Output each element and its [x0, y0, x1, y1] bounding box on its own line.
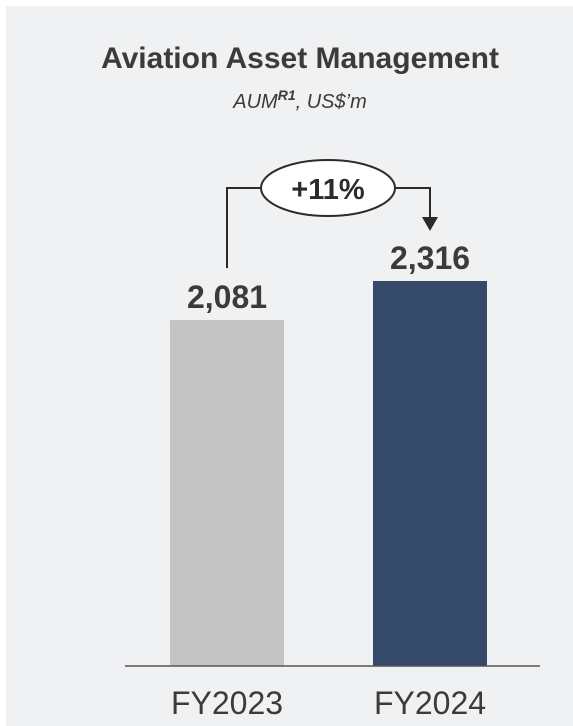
subtitle-text: AUM: [232, 91, 278, 113]
bars-group: 2,081 FY2023 2,316 FY2024: [170, 240, 487, 721]
growth-annotation: +11%: [226, 159, 438, 269]
chart-title: Aviation Asset Management: [101, 42, 499, 75]
category-label-fy2024: FY2024: [374, 685, 486, 721]
category-label-fy2023: FY2023: [171, 685, 283, 721]
bar-fy2023: [170, 320, 284, 666]
value-label-fy2024: 2,316: [390, 240, 470, 276]
chart-subtitle: AUMR1, US$’m: [232, 87, 366, 113]
subtitle-superscript: R1: [278, 87, 296, 103]
growth-label: +11%: [291, 174, 365, 206]
subtitle-suffix: , US$’m: [296, 91, 367, 113]
growth-arrow-head-icon: [422, 217, 438, 231]
value-label-fy2023: 2,081: [187, 279, 267, 315]
bar-fy2024: [373, 281, 487, 666]
growth-ellipse: [260, 159, 396, 217]
